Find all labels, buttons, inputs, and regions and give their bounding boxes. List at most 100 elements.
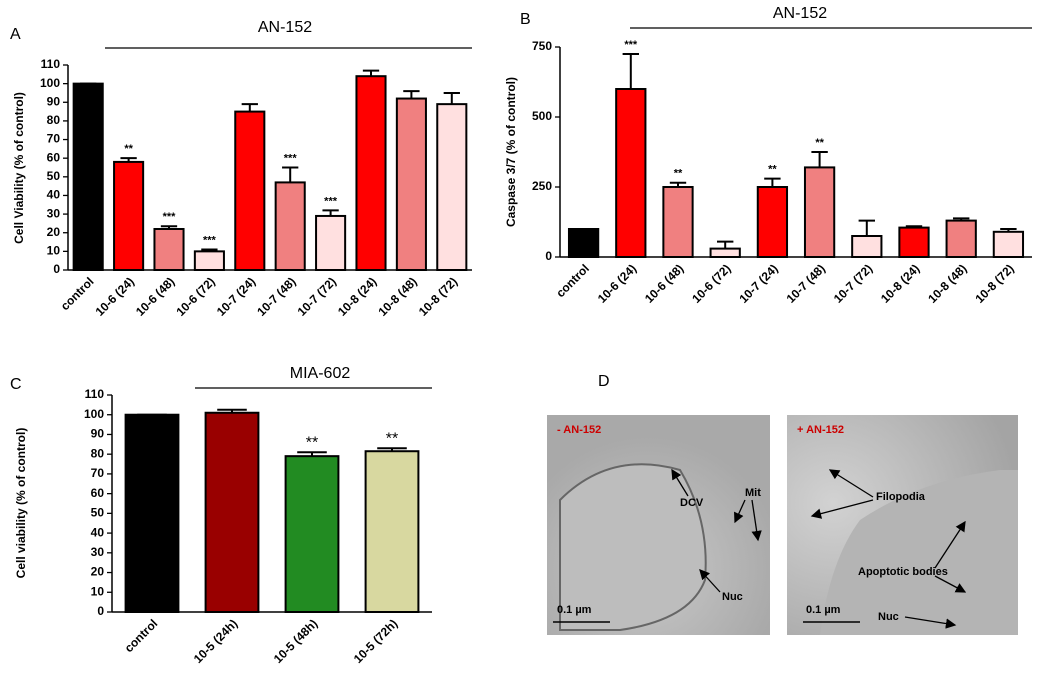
- significance-label: **: [306, 434, 318, 451]
- x-tick-label: 10-7 (48): [254, 274, 298, 318]
- structure-label: Nuc: [878, 611, 899, 623]
- y-tick-label: 50: [91, 506, 105, 520]
- bar: [234, 110, 266, 271]
- bar: [436, 103, 468, 271]
- x-tick-label: 10-6 (24): [93, 274, 137, 318]
- significance-label: **: [674, 168, 683, 180]
- y-tick-label: 70: [91, 466, 105, 480]
- x-tick-label: 10-6 (48): [642, 261, 686, 305]
- y-axis-label: Caspase 3/7 (% of control): [504, 77, 518, 227]
- bar: [709, 247, 741, 259]
- bar: [153, 228, 185, 271]
- significance-label: **: [768, 164, 777, 176]
- x-tick-label: 10-7 (24): [736, 261, 780, 305]
- x-tick-label: control: [122, 616, 161, 655]
- chart-title: AN-152: [258, 19, 312, 36]
- bar: [945, 219, 977, 259]
- significance-label: ***: [163, 211, 177, 223]
- y-tick-label: 500: [532, 109, 552, 123]
- y-tick-label: 30: [47, 206, 61, 220]
- bar: [615, 88, 647, 258]
- x-tick-label: 10-7 (72): [831, 261, 875, 305]
- bar: [193, 250, 225, 271]
- y-tick-label: 110: [85, 387, 105, 401]
- y-tick-label: 60: [47, 150, 61, 164]
- condition-label: + AN-152: [797, 424, 844, 436]
- x-tick-label: 10-5 (72h): [351, 616, 401, 666]
- arrows: [671, 468, 967, 629]
- y-tick-label: 10: [91, 584, 105, 598]
- x-tick-label: 10-6 (72): [689, 261, 733, 305]
- x-tick-label: control: [553, 261, 592, 300]
- x-tick-label: 10-5 (48h): [271, 616, 321, 666]
- y-tick-label: 60: [91, 486, 105, 500]
- x-tick-label: 10-6 (72): [173, 274, 217, 318]
- x-tick-label: 10-6 (24): [595, 261, 639, 305]
- panel-d: D - AN-152 DCV Mit Nuc 0.1 µm + AN-152 F…: [547, 373, 1018, 635]
- x-tick-label: 10-7 (48): [784, 261, 828, 305]
- chart-title: MIA-602: [290, 365, 351, 382]
- bar: [113, 160, 145, 271]
- y-tick-label: 30: [91, 545, 105, 559]
- scale-label: 0.1 µm: [557, 604, 592, 616]
- structure-label: Apoptotic bodies: [858, 566, 948, 578]
- bar: [315, 214, 347, 271]
- y-tick-label: 0: [545, 249, 552, 263]
- y-tick-label: 250: [532, 179, 552, 193]
- chart-title: AN-152: [773, 5, 827, 22]
- significance-label: **: [386, 430, 398, 447]
- bar: [274, 181, 306, 271]
- panel-letter: A: [10, 26, 21, 43]
- bar: [756, 186, 789, 258]
- y-tick-label: 90: [47, 94, 61, 108]
- bar: [851, 235, 883, 258]
- significance-label: **: [124, 143, 133, 155]
- y-tick-label: 40: [47, 188, 61, 202]
- bar: [364, 450, 420, 613]
- significance-label: **: [815, 137, 824, 149]
- y-tick-label: 20: [47, 225, 61, 239]
- x-tick-label: 10-7 (24): [214, 274, 258, 318]
- significance-label: ***: [203, 234, 217, 246]
- x-tick-label: 10-8 (48): [375, 274, 419, 318]
- significance-label: ***: [324, 195, 338, 207]
- y-tick-label: 80: [47, 113, 61, 127]
- nucleus: [559, 463, 707, 631]
- condition-label: - AN-152: [557, 424, 601, 436]
- y-tick-label: 40: [91, 525, 105, 539]
- structure-label: DCV: [680, 497, 704, 509]
- bar: [204, 411, 260, 613]
- bar: [124, 413, 180, 613]
- panel-letter: B: [520, 11, 531, 28]
- x-tick-label: 10-8 (48): [925, 261, 969, 305]
- y-tick-label: 100: [40, 76, 60, 90]
- bar: [395, 97, 427, 271]
- y-tick-label: 110: [41, 57, 61, 71]
- panel-letter: C: [10, 376, 22, 393]
- x-tick-label: 10-8 (72): [416, 274, 460, 318]
- x-tick-label: 10-7 (72): [295, 274, 339, 318]
- y-tick-label: 50: [47, 169, 61, 183]
- bar: [567, 228, 600, 258]
- x-tick-label: 10-8 (24): [878, 261, 922, 305]
- bar: [284, 455, 340, 613]
- bar: [662, 186, 694, 258]
- cell-body: [820, 470, 1018, 635]
- y-axis-label: Cell Viability (% of control): [12, 92, 26, 244]
- y-tick-label: 100: [84, 407, 104, 421]
- y-tick-label: 10: [47, 244, 61, 258]
- x-tick-label: 10-8 (24): [335, 274, 379, 318]
- structure-label: Mit: [745, 487, 761, 499]
- bar: [803, 166, 836, 258]
- x-tick-label: control: [58, 274, 97, 313]
- bar: [72, 82, 104, 271]
- scale-label: 0.1 µm: [806, 604, 841, 616]
- bar: [992, 230, 1025, 259]
- significance-label: ***: [624, 39, 638, 51]
- x-tick-label: 10-5 (24h): [191, 616, 241, 666]
- panel-letter: D: [598, 373, 610, 390]
- x-tick-label: 10-8 (72): [972, 261, 1016, 305]
- significance-label: ***: [284, 152, 298, 164]
- y-tick-label: 80: [91, 446, 105, 460]
